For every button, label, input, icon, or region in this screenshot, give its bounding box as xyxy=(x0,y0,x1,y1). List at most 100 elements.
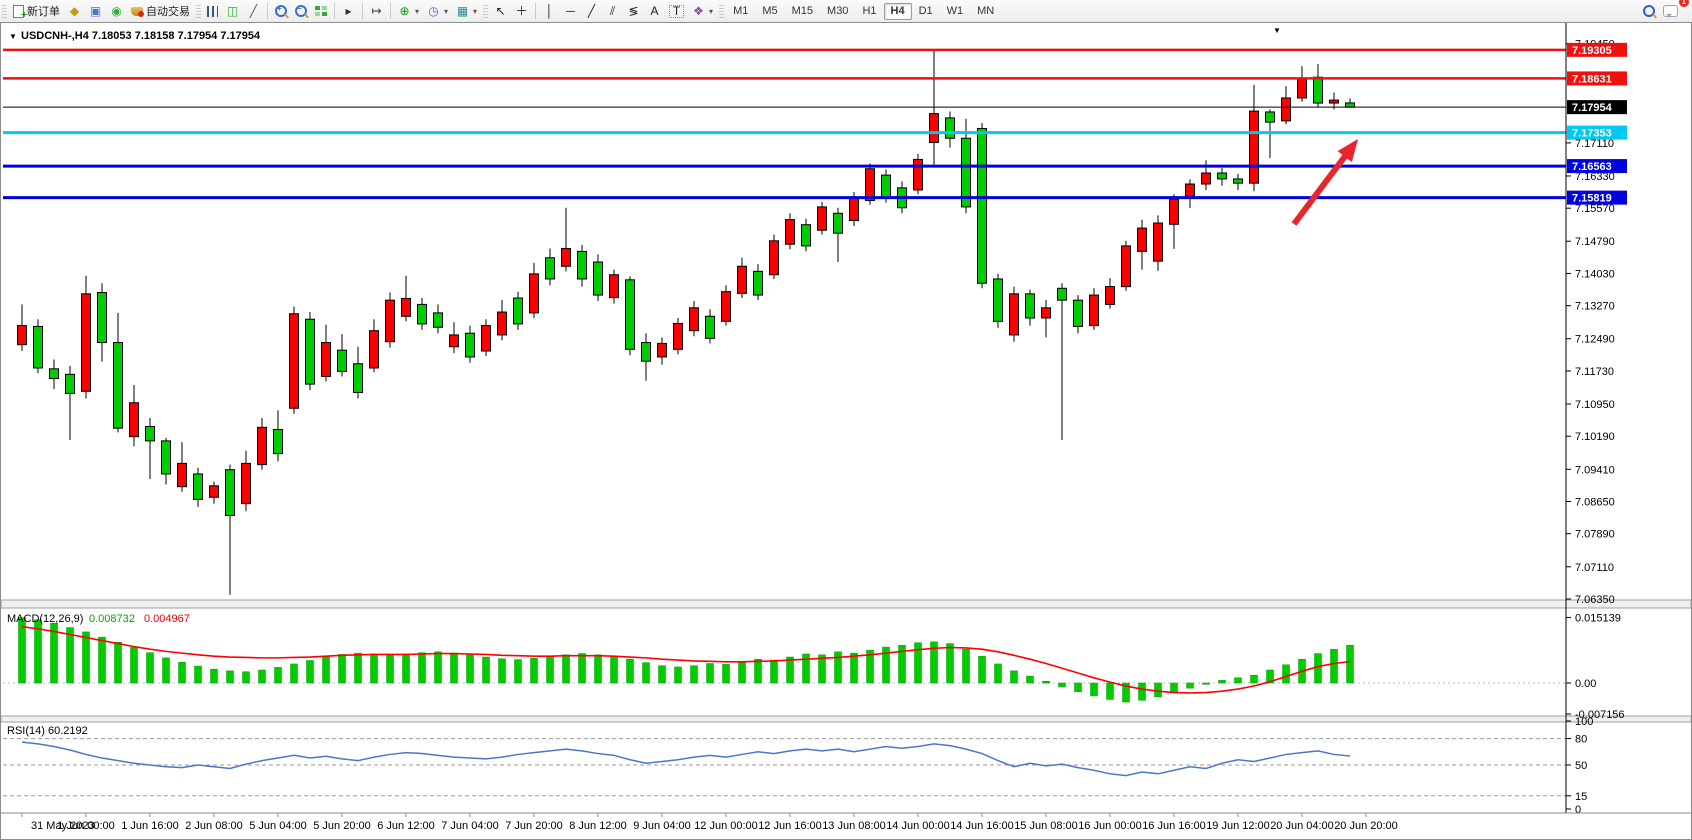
zoom-in-button[interactable]: + xyxy=(271,2,291,20)
new-order-icon: + xyxy=(13,4,27,20)
vertical-line-button[interactable]: │ xyxy=(539,2,560,20)
candlestick-chart-icon: ◫ xyxy=(226,3,239,18)
timeframe-h1-button[interactable]: H1 xyxy=(862,5,877,17)
trendline-button[interactable]: ╱ xyxy=(581,2,602,20)
equidistant-channel-button[interactable]: ⫽ xyxy=(602,2,623,20)
macd-bar xyxy=(274,667,282,684)
macd-bar xyxy=(994,663,1002,684)
line-chart-button[interactable]: ╱ xyxy=(243,2,264,20)
candle-bull xyxy=(673,322,683,350)
bar-chart-button[interactable] xyxy=(203,2,222,20)
candle-bear xyxy=(353,363,363,394)
vertical-line-icon: │ xyxy=(545,3,554,18)
macd-bar xyxy=(722,664,730,684)
macd-bar xyxy=(658,665,666,684)
indicators-button[interactable]: ⊕ ▾ xyxy=(394,2,423,20)
toolbar-grip[interactable] xyxy=(719,4,725,18)
pane-separator[interactable] xyxy=(1,715,1691,723)
macd-bar xyxy=(674,666,682,684)
fibonacci-button[interactable]: ≶ xyxy=(623,2,644,20)
arrows-button[interactable]: ❖ ▾ xyxy=(688,2,717,20)
timeframe-d1-button[interactable]: D1 xyxy=(918,5,933,17)
toolbar-separator xyxy=(535,3,537,19)
macd-bar xyxy=(1042,681,1050,684)
macd-bar xyxy=(98,636,106,684)
text-button[interactable]: A xyxy=(644,2,665,20)
macd-bar xyxy=(1266,669,1274,684)
pane-separator[interactable] xyxy=(1,599,1691,609)
toolbar-grip[interactable] xyxy=(2,4,7,18)
auto-scroll-icon: ▸ xyxy=(345,3,352,18)
chart-shift-button[interactable]: ↦ xyxy=(366,2,387,20)
timeframe-h4-button[interactable]: H4 xyxy=(883,2,912,20)
market-button[interactable]: ▣ xyxy=(85,2,106,20)
candle-bull xyxy=(1297,77,1307,99)
zoom-out-button[interactable]: − xyxy=(291,2,311,20)
time-axis-label: 14 Jun 00:00 xyxy=(886,820,950,832)
zoom-in-icon: + xyxy=(275,4,287,17)
price-badge-label: 7.17353 xyxy=(1572,128,1612,140)
timeframe-toolbar: M1 M5 M15 M30 H1 H4 D1 W1 MN xyxy=(726,2,1001,20)
cursor-button[interactable]: ↖ xyxy=(490,2,511,20)
horizontal-line-icon: ─ xyxy=(566,3,575,18)
candle-bear xyxy=(977,127,987,284)
macd-bar xyxy=(786,656,794,684)
time-axis-label: 9 Jun 04:00 xyxy=(633,820,691,832)
time-axis-label: 14 Jun 16:00 xyxy=(950,820,1014,832)
time-axis-label: 6 Jun 12:00 xyxy=(377,820,435,832)
search-button[interactable] xyxy=(1639,2,1659,20)
candle-bull xyxy=(1121,245,1131,288)
macd-bar xyxy=(34,619,42,684)
candle-bear xyxy=(193,473,203,500)
candle-bull xyxy=(785,219,795,245)
price-chart[interactable]: 7.194507.171107.163307.155707.147907.140… xyxy=(1,23,1691,839)
candle-bull xyxy=(1185,183,1195,197)
timeframe-mn-button[interactable]: MN xyxy=(977,5,995,17)
timeframe-m30-button[interactable]: M30 xyxy=(827,5,849,17)
candle-bear xyxy=(513,297,523,325)
macd-bar xyxy=(1218,680,1226,684)
auto-scroll-button[interactable]: ▸ xyxy=(338,2,359,20)
candle-bull xyxy=(721,291,731,322)
timeframe-m5-button[interactable]: M5 xyxy=(762,5,778,17)
templates-button[interactable]: ▦ ▾ xyxy=(452,2,481,20)
timeframe-m15-button[interactable]: M15 xyxy=(791,5,814,17)
macd-bar xyxy=(1106,682,1114,700)
candle-bear xyxy=(1025,293,1035,319)
time-axis-label: 16 Jun 00:00 xyxy=(1078,820,1142,832)
macd-bar xyxy=(402,654,410,684)
autotrading-button[interactable]: 自动交易 xyxy=(127,2,194,20)
macd-bar xyxy=(978,655,986,684)
candle-bear xyxy=(593,261,603,296)
timeframe-m1-button[interactable]: M1 xyxy=(733,5,749,17)
macd-bar xyxy=(1122,682,1130,703)
toolbar-grip[interactable] xyxy=(196,4,201,18)
macd-bar xyxy=(610,656,618,684)
macd-bar xyxy=(242,671,250,684)
price-axis-tick-label: 7.07890 xyxy=(1575,529,1615,541)
time-axis-label: 20 Jun 20:00 xyxy=(1334,820,1398,832)
macd-bar xyxy=(1090,682,1098,697)
timeframe-w1-button[interactable]: W1 xyxy=(946,5,964,17)
candle-bear xyxy=(545,257,555,280)
time-axis-label: 7 Jun 20:00 xyxy=(505,820,563,832)
text-label-button[interactable]: T xyxy=(665,2,688,20)
horizontal-line-button[interactable]: ─ xyxy=(560,2,581,20)
crosshair-button[interactable]: ＋ xyxy=(511,2,532,20)
candlestick-chart-button[interactable]: ◫ xyxy=(222,2,243,20)
macd-bar xyxy=(18,617,26,684)
candle-bull xyxy=(1281,97,1291,122)
trend-arrow-head xyxy=(1337,139,1358,162)
new-order-button[interactable]: + 新订单 xyxy=(9,2,64,20)
signals-button[interactable]: ◉ xyxy=(106,2,127,20)
toolbar-grip[interactable] xyxy=(483,4,489,18)
indicators-icon: ⊕ xyxy=(399,3,410,18)
periods-button[interactable]: ◷ ▾ xyxy=(423,2,452,20)
candle-bull xyxy=(209,485,219,498)
tile-windows-button[interactable] xyxy=(311,2,331,20)
candle-bear xyxy=(1265,111,1275,123)
candle-bull xyxy=(1169,198,1179,225)
notifications-button[interactable]: 1 xyxy=(1659,0,1689,20)
macd-bar xyxy=(338,654,346,684)
mql5-community-button[interactable]: ◆ xyxy=(64,2,85,20)
